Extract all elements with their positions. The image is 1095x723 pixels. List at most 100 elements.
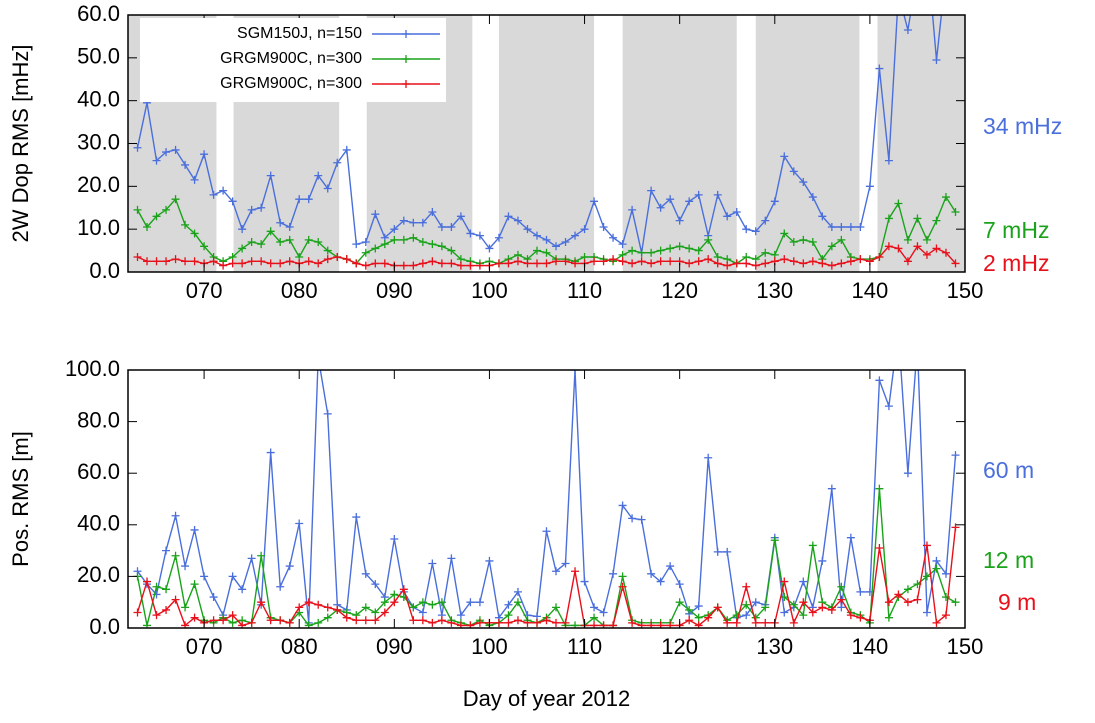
point-marker <box>418 259 427 268</box>
point-marker <box>742 582 751 591</box>
point-marker <box>884 214 893 223</box>
point-marker <box>399 585 408 594</box>
point-marker <box>637 257 646 266</box>
point-marker <box>846 257 855 266</box>
y-tick-label: 0.0 <box>89 258 120 283</box>
point-marker <box>437 223 446 232</box>
x-tick-label: 100 <box>471 634 508 659</box>
point-marker <box>352 616 361 625</box>
point-marker <box>257 203 266 212</box>
point-marker <box>941 611 950 620</box>
y-tick-label: 20.0 <box>77 562 120 587</box>
point-marker <box>190 229 199 238</box>
point-marker <box>647 186 656 195</box>
point-marker <box>723 261 732 270</box>
point-marker <box>228 611 237 620</box>
point-marker <box>552 603 561 612</box>
point-marker <box>314 600 323 609</box>
point-marker <box>780 229 789 238</box>
point-marker <box>808 238 817 247</box>
point-marker <box>704 613 713 622</box>
point-marker <box>371 244 380 253</box>
point-marker <box>143 257 152 266</box>
point-marker <box>409 603 418 612</box>
point-marker <box>694 190 703 199</box>
point-marker <box>656 621 665 628</box>
point-marker <box>314 618 323 627</box>
point-marker <box>466 621 475 628</box>
point-marker <box>314 238 323 247</box>
point-marker <box>494 259 503 268</box>
point-marker <box>162 546 171 555</box>
point-marker <box>590 257 599 266</box>
point-marker <box>552 567 561 576</box>
point-marker <box>789 257 798 266</box>
point-marker <box>466 229 475 238</box>
point-marker <box>571 259 580 268</box>
point-marker <box>656 203 665 212</box>
point-marker <box>181 160 190 169</box>
point-marker <box>789 167 798 176</box>
point-marker <box>342 255 351 264</box>
point-marker <box>637 621 646 628</box>
point-marker <box>875 253 884 262</box>
point-marker <box>257 598 266 607</box>
point-marker <box>723 212 732 221</box>
point-marker <box>219 616 228 625</box>
point-marker <box>228 197 237 206</box>
point-marker <box>704 255 713 264</box>
point-marker <box>371 580 380 589</box>
point-marker <box>285 235 294 244</box>
point-marker <box>428 257 437 266</box>
point-marker <box>827 261 836 270</box>
point-marker <box>143 621 152 628</box>
point-marker <box>808 541 817 550</box>
point-marker <box>751 618 760 627</box>
point-marker <box>304 257 313 266</box>
point-marker <box>894 199 903 208</box>
legend-box <box>140 18 446 102</box>
point-marker <box>409 233 418 242</box>
shaded-span <box>755 15 860 272</box>
point-marker <box>361 616 370 625</box>
point-marker <box>628 514 637 523</box>
point-marker <box>865 182 874 191</box>
point-marker <box>799 235 808 244</box>
point-marker <box>799 598 808 607</box>
point-marker <box>713 259 722 268</box>
x-tick-label: 130 <box>756 634 793 659</box>
point-marker <box>352 240 361 249</box>
point-marker <box>304 621 313 628</box>
point-marker <box>323 603 332 612</box>
point-marker <box>228 259 237 268</box>
point-marker <box>447 554 456 563</box>
y-axis-label: 2W Dop RMS [mHz] <box>8 44 33 242</box>
point-marker <box>143 577 152 586</box>
point-marker <box>171 511 180 520</box>
point-marker <box>590 603 599 612</box>
point-marker <box>552 242 561 251</box>
point-marker <box>295 519 304 528</box>
point-marker <box>257 551 266 560</box>
point-marker <box>399 235 408 244</box>
point-marker <box>304 195 313 204</box>
point-marker <box>190 257 199 266</box>
point-marker <box>304 235 313 244</box>
point-marker <box>504 600 513 609</box>
point-marker <box>827 605 836 614</box>
point-marker <box>694 602 703 611</box>
point-marker <box>561 257 570 266</box>
point-marker <box>884 402 893 411</box>
point-marker <box>437 616 446 625</box>
point-marker <box>513 216 522 225</box>
point-marker <box>903 25 912 34</box>
point-marker <box>618 572 627 581</box>
plot-area <box>133 370 960 628</box>
point-marker <box>190 580 199 589</box>
point-marker <box>742 225 751 234</box>
point-marker <box>884 242 893 251</box>
point-marker <box>789 238 798 247</box>
point-marker <box>618 582 627 591</box>
point-marker <box>875 544 884 553</box>
point-marker <box>770 197 779 206</box>
